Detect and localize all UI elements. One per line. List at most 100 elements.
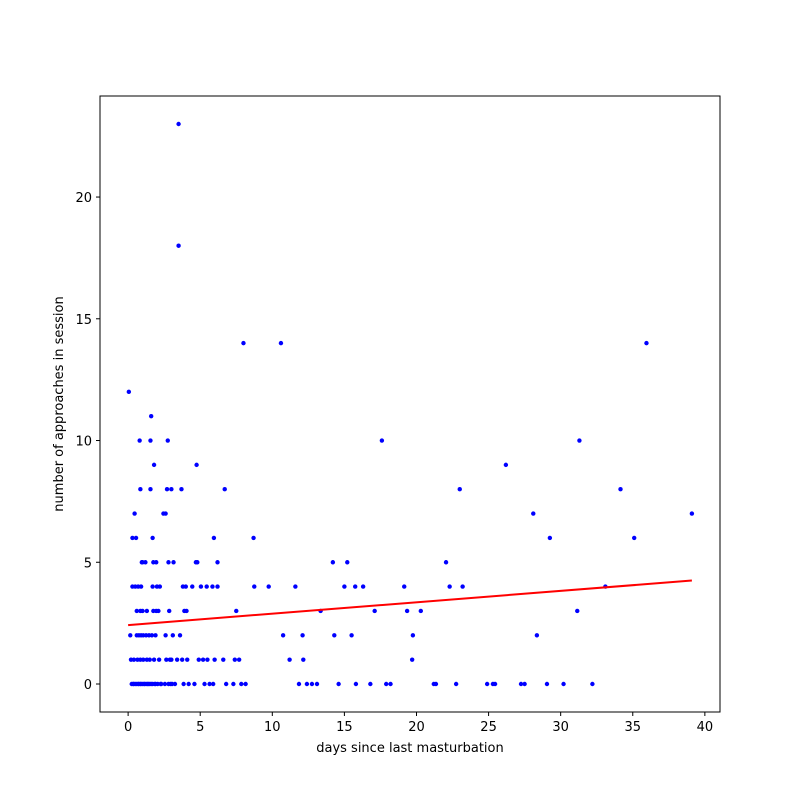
data-point: [138, 584, 144, 589]
data-point: [176, 121, 181, 127]
data-point: [287, 657, 292, 662]
data-point: [447, 584, 452, 589]
data-point: [196, 657, 201, 662]
data-point: [211, 535, 217, 541]
data-point: [410, 633, 416, 638]
data-point: [150, 584, 155, 589]
data-point: [404, 608, 410, 614]
data-point: [172, 681, 178, 687]
data-point: [210, 584, 215, 589]
data-point: [433, 681, 439, 687]
data-point: [223, 681, 229, 687]
data-point: [141, 657, 146, 662]
data-point: [184, 608, 189, 614]
data-point: [133, 535, 139, 541]
x-tick-label: 0: [124, 720, 132, 735]
y-tick-label: 5: [84, 556, 92, 571]
x-axis-label: days since last masturbation: [316, 741, 504, 756]
data-point: [194, 462, 199, 468]
data-point: [278, 340, 284, 346]
data-point: [128, 633, 133, 638]
data-point: [561, 681, 566, 687]
x-tick-label: 35: [624, 720, 641, 735]
data-point: [301, 657, 306, 662]
data-point: [232, 657, 238, 662]
data-point: [345, 560, 350, 565]
data-point: [309, 681, 315, 687]
data-point: [169, 657, 174, 662]
data-point: [205, 657, 210, 662]
data-point: [195, 560, 200, 565]
data-point: [384, 681, 389, 687]
data-point: [402, 584, 407, 589]
data-point: [210, 681, 216, 687]
data-point: [534, 633, 540, 638]
data-point: [157, 584, 163, 589]
x-tick-label: 30: [552, 720, 569, 735]
data-point: [241, 340, 246, 346]
data-point: [368, 681, 373, 687]
data-point: [336, 681, 341, 687]
data-point: [183, 584, 188, 589]
plot-frame: [99, 95, 721, 713]
data-point: [443, 560, 449, 565]
data-point: [243, 681, 248, 687]
data-point: [177, 633, 183, 638]
data-point: [179, 487, 184, 492]
data-point: [296, 681, 302, 687]
data-point: [547, 535, 553, 541]
data-point: [198, 584, 204, 589]
data-point: [171, 560, 176, 565]
data-point: [314, 681, 320, 687]
y-tick-label: 20: [75, 191, 92, 206]
y-tick-label: 15: [75, 313, 92, 328]
data-point: [342, 584, 347, 589]
data-point: [176, 243, 181, 248]
data-point: [234, 608, 239, 614]
data-point: [632, 535, 637, 541]
data-point: [186, 681, 191, 687]
data-point: [167, 608, 172, 614]
data-point: [144, 608, 150, 614]
plot-background: [100, 96, 720, 712]
data-point: [148, 487, 153, 492]
data-point: [169, 487, 174, 492]
data-point: [165, 438, 170, 443]
x-tick-label: 20: [408, 720, 425, 735]
data-point: [150, 535, 155, 541]
data-point: [132, 511, 137, 516]
data-point: [153, 633, 158, 638]
data-point: [531, 511, 536, 516]
x-tick-label: 40: [697, 720, 714, 735]
data-point: [185, 657, 190, 662]
fit-line: [128, 579, 692, 627]
data-point: [453, 681, 459, 687]
data-point: [190, 584, 195, 589]
data-point: [266, 584, 271, 589]
data-point: [409, 657, 415, 662]
data-point: [130, 535, 135, 541]
data-point: [252, 584, 257, 589]
data-point: [204, 584, 209, 589]
x-axis-ticks: 0 5 10 15 20 25 30 35 40: [124, 712, 713, 735]
data-point: [164, 487, 170, 492]
y-tick-label: 10: [75, 435, 92, 450]
data-point: [379, 438, 385, 443]
data-point: [518, 681, 524, 687]
data-point: [164, 657, 169, 662]
x-tick-label: 10: [264, 720, 281, 735]
data-point: [163, 633, 168, 638]
data-point: [689, 511, 695, 516]
data-point: [215, 584, 220, 589]
data-point: [522, 681, 527, 687]
data-point: [156, 608, 161, 614]
data-point: [154, 560, 159, 565]
data-point: [300, 633, 305, 638]
data-point: [330, 560, 336, 565]
x-tick-label: 5: [196, 720, 204, 735]
data-point: [126, 389, 132, 395]
data-point: [147, 657, 152, 662]
fit-line-group: [128, 579, 692, 627]
data-point: [457, 487, 462, 492]
